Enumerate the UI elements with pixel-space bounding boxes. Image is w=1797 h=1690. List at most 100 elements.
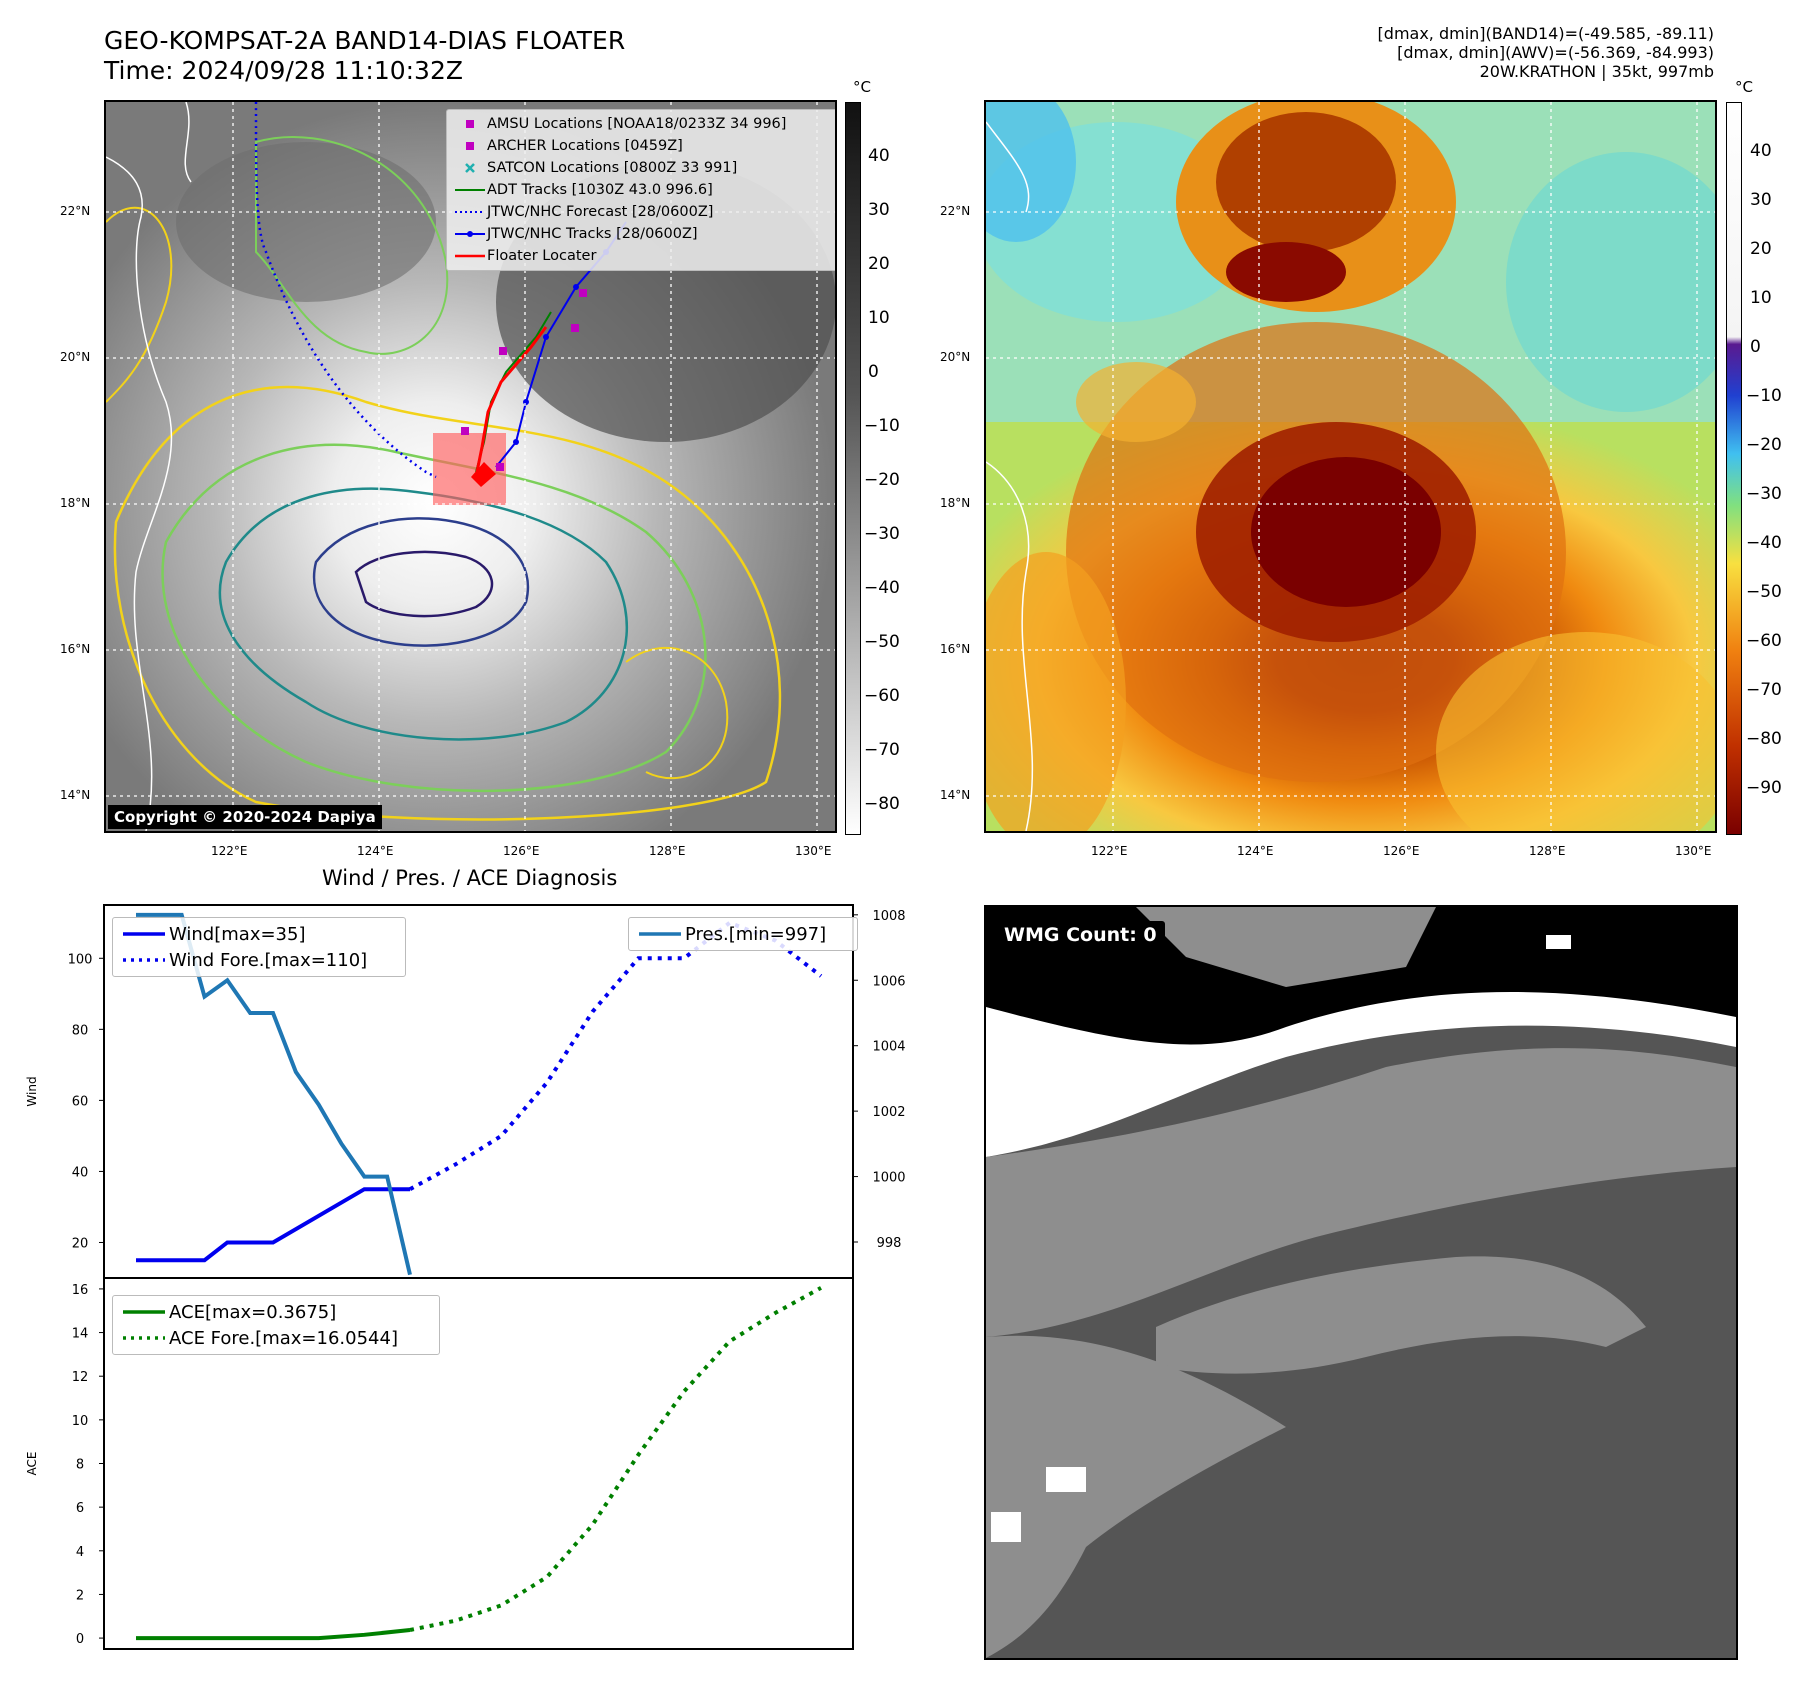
pressure-line xyxy=(136,912,412,1276)
legend-label: ACE Fore.[max=16.0544] xyxy=(169,1327,398,1349)
awv-cb-tick: 20 xyxy=(1750,239,1772,259)
lat-tick: 20°N xyxy=(60,350,91,364)
amsu-archer-points xyxy=(461,289,587,471)
ace-line xyxy=(136,1628,411,1641)
legend-label: Wind[max=35] xyxy=(169,923,306,945)
legend-label: Floater Locater xyxy=(487,248,597,264)
pressure-y-tick-label: 1000 xyxy=(872,1171,905,1186)
wmg-panel: WMG Count: 0 xyxy=(984,905,1738,1660)
ace-y-tick-label: 10 xyxy=(72,1414,89,1429)
awv-cb-tick: 0 xyxy=(1750,337,1761,357)
awv-gridlines xyxy=(986,102,1715,831)
ace-y-tick-label: 6 xyxy=(76,1501,84,1516)
ace-y-tick-label: 4 xyxy=(76,1545,84,1560)
lon-tick: 126°E xyxy=(503,844,540,858)
awv-colorbar-unit: °C xyxy=(1735,78,1753,96)
lon-tick: 124°E xyxy=(1237,844,1274,858)
legend-label: ARCHER Locations [0459Z] xyxy=(487,138,683,154)
ir-legend: AMSU Locations [NOAA18/0233Z 34 996] ARC… xyxy=(446,109,835,271)
lat-tick: 14°N xyxy=(60,788,91,802)
ir-cb-tick: 20 xyxy=(868,254,890,274)
ir-cb-tick: −40 xyxy=(864,578,900,598)
legend-label: Pres.[min=997] xyxy=(685,923,827,945)
wind-y-tick-label: 40 xyxy=(72,1165,89,1180)
figure-title: GEO-KOMPSAT-2A BAND14-DIAS FLOATER Time:… xyxy=(104,26,625,86)
pressure-y-tick-label: 998 xyxy=(877,1236,902,1251)
legend-label: JTWC/NHC Forecast [28/0600Z] xyxy=(487,204,714,220)
pressure-axis-label: Pressure xyxy=(929,1066,930,1117)
lon-tick: 130°E xyxy=(795,844,832,858)
wmg-count-label: WMG Count: 0 xyxy=(996,921,1165,949)
awv-panel xyxy=(984,100,1717,833)
ace-y-tick-label: 8 xyxy=(76,1458,84,1473)
legend-item-jtwc-tracks: JTWC/NHC Tracks [28/0600Z] xyxy=(453,223,831,245)
legend-label: AMSU Locations [NOAA18/0233Z 34 996] xyxy=(487,116,787,132)
ir-cb-tick: −20 xyxy=(864,470,900,490)
awv-cb-tick: −50 xyxy=(1746,582,1782,602)
ace-y-tick-label: 14 xyxy=(72,1327,89,1342)
ir-cb-tick: −50 xyxy=(864,632,900,652)
jtwc-forecast-track xyxy=(254,102,437,479)
diag-chart: 2040608010099810001002100410061008WindPr… xyxy=(25,904,930,1650)
figure-title-line2: Time: 2024/09/28 11:10:32Z xyxy=(104,56,463,85)
legend-label: Wind Fore.[max=110] xyxy=(169,949,368,971)
info-line2: [dmax, dmin](AWV)=(-56.369, -84.993) xyxy=(1397,43,1714,62)
legend-item-wind-forecast: Wind Fore.[max=110] xyxy=(119,947,399,973)
wind-forecast-line xyxy=(409,920,823,1191)
awv-cb-tick: 40 xyxy=(1750,141,1772,161)
ir-colorbar-bar xyxy=(845,102,861,835)
diag-title: Wind / Pres. / ACE Diagnosis xyxy=(322,866,618,890)
awv-cb-tick: −70 xyxy=(1746,680,1782,700)
wind-y-tick-label: 60 xyxy=(72,1094,89,1109)
wind-y-tick-label: 20 xyxy=(72,1236,89,1251)
legend-item-satcon: SATCON Locations [0800Z 33 991] xyxy=(453,157,831,179)
legend-item-ace-forecast: ACE Fore.[max=16.0544] xyxy=(119,1325,433,1351)
awv-cb-tick: −20 xyxy=(1746,435,1782,455)
wind-axis-label: Wind xyxy=(25,1076,39,1106)
lon-tick: 126°E xyxy=(1383,844,1420,858)
ir-cb-tick: 40 xyxy=(868,146,890,166)
legend-item-amsu: AMSU Locations [NOAA18/0233Z 34 996] xyxy=(453,113,831,135)
ir-satellite-panel: Copyright © 2020-2024 Dapiya AMSU Locati… xyxy=(104,100,837,833)
ir-cb-tick: −10 xyxy=(864,416,900,436)
ace-legend: ACE[max=0.3675] ACE Fore.[max=16.0544] xyxy=(112,1295,440,1355)
lat-tick: 18°N xyxy=(940,496,971,510)
legend-item-archer: ARCHER Locations [0459Z] xyxy=(453,135,831,157)
ir-cb-tick: −60 xyxy=(864,686,900,706)
wind-y-tick-label: 80 xyxy=(72,1023,89,1038)
ir-cb-tick: 30 xyxy=(868,200,890,220)
awv-cb-tick: −60 xyxy=(1746,631,1782,651)
legend-item-ace: ACE[max=0.3675] xyxy=(119,1299,433,1325)
ir-cb-tick: −30 xyxy=(864,524,900,544)
lon-tick: 128°E xyxy=(1529,844,1566,858)
ir-cb-tick: 10 xyxy=(868,308,890,328)
lat-tick: 14°N xyxy=(940,788,971,802)
lon-tick: 122°E xyxy=(1091,844,1128,858)
info-line1: [dmax, dmin](BAND14)=(-49.585, -89.11) xyxy=(1377,24,1714,43)
wmg-image xyxy=(986,907,1736,1658)
floater-track xyxy=(474,326,548,478)
ace-forecast-line xyxy=(409,1286,822,1632)
ace-axis-label: ACE xyxy=(25,1452,39,1476)
pressure-y-tick-label: 1002 xyxy=(872,1105,905,1120)
ir-cb-tick: 0 xyxy=(868,362,879,382)
lat-tick: 22°N xyxy=(60,204,91,218)
lon-tick: 130°E xyxy=(1675,844,1712,858)
legend-item-jtwc-forecast: JTWC/NHC Forecast [28/0600Z] xyxy=(453,201,831,223)
lat-tick: 22°N xyxy=(940,204,971,218)
legend-label: ADT Tracks [1030Z 43.0 996.6] xyxy=(487,182,713,198)
lon-tick: 124°E xyxy=(357,844,394,858)
ace-y-tick-label: 16 xyxy=(72,1283,89,1298)
awv-cb-tick: 30 xyxy=(1750,190,1772,210)
legend-item-adt: ADT Tracks [1030Z 43.0 996.6] xyxy=(453,179,831,201)
ace-y-tick-label: 12 xyxy=(72,1370,89,1385)
lat-tick: 16°N xyxy=(940,642,971,656)
wind-y-tick-label: 100 xyxy=(68,952,93,967)
wind-legend: Wind[max=35] Wind Fore.[max=110] xyxy=(112,917,406,977)
legend-item-wind: Wind[max=35] xyxy=(119,921,399,947)
lat-tick: 18°N xyxy=(60,496,91,510)
copyright-label: Copyright © 2020-2024 Dapiya xyxy=(108,805,382,829)
lon-tick: 128°E xyxy=(649,844,686,858)
ace-y-tick-label: 2 xyxy=(76,1588,84,1603)
lat-tick: 16°N xyxy=(60,642,91,656)
